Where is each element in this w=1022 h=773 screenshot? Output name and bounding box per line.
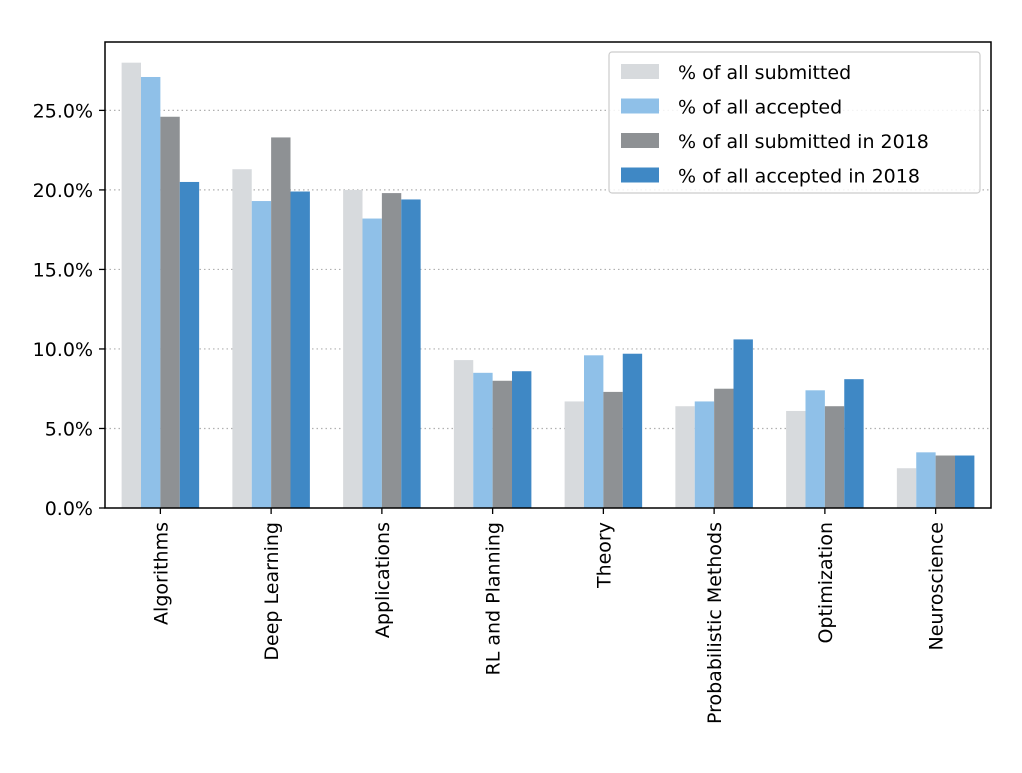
bar-1-algorithms (121, 62, 141, 508)
bar-4-optimization (844, 379, 864, 508)
bar-2-optimization (805, 390, 825, 508)
bars (121, 62, 975, 509)
bar-2-rl-and-planning (473, 372, 493, 508)
bar-2-algorithms (140, 76, 161, 509)
plot-frame (104, 41, 992, 509)
bar-3-rl-and-planning (492, 380, 513, 508)
bar-3-neuroscience (935, 455, 956, 508)
y-tick-label: 20.0% (33, 180, 93, 202)
legend-swatch (621, 167, 659, 183)
x-tick-label: RL and Planning (483, 522, 505, 675)
legend-swatch (621, 98, 659, 114)
legend-label: % of all accepted (678, 97, 842, 119)
bar-1-rl-and-planning (453, 360, 474, 508)
bar-2-probabilistic-methods (694, 401, 715, 508)
bar-4-applications (401, 199, 421, 508)
bar-1-theory (564, 401, 584, 508)
x-tick-label: Probabilistic Methods (704, 522, 726, 724)
legend: % of all submitted % of all accepted % of … (608, 51, 981, 194)
bar-1-optimization (786, 410, 806, 508)
legend-label: % of all submitted in 2018 (678, 131, 929, 153)
x-tick-label: Deep Learning (261, 522, 283, 661)
bar-1-neuroscience (896, 468, 917, 508)
bar-2-neuroscience (916, 452, 936, 508)
y-tick-label: 25.0% (33, 100, 93, 122)
legend-label: % of all submitted (678, 62, 851, 84)
y-axis: 0.0% 5.0% 10.0% 15.0% 20.0% 25.0% (33, 100, 105, 520)
bar-4-theory (622, 353, 643, 508)
x-tick-label: Neuroscience (926, 522, 948, 650)
bar-3-applications (381, 193, 402, 508)
bar-2-deep-learning (251, 201, 272, 508)
bar-3-theory (603, 391, 623, 508)
bar-1-probabilistic-methods (675, 406, 695, 508)
bar-3-optimization (824, 406, 845, 508)
legend-swatch (621, 64, 659, 79)
y-tick-label: 15.0% (33, 259, 93, 281)
bar-4-probabilistic-methods (733, 339, 753, 508)
legend-label: % of all accepted in 2018 (678, 166, 920, 188)
x-tick-label: Optimization (815, 522, 837, 644)
bar-4-rl-and-planning (512, 371, 532, 508)
x-axis: Algorithms Deep Learning Applications RL an… (150, 508, 948, 724)
bar-4-deep-learning (290, 191, 310, 508)
y-tick-label: 5.0% (45, 418, 93, 440)
bar-4-neuroscience (955, 455, 975, 508)
x-tick-label: Applications (372, 522, 394, 638)
y-tick-label: 10.0% (33, 339, 93, 361)
x-tick-label: Algorithms (150, 522, 172, 625)
legend-swatch (621, 133, 659, 148)
bar-2-theory (583, 355, 604, 508)
x-tick-label: Theory (593, 522, 615, 589)
bar-3-algorithms (160, 116, 180, 508)
bar-1-deep-learning (232, 169, 252, 509)
y-tick-label: 0.0% (45, 498, 93, 520)
bar-4-algorithms (179, 181, 200, 508)
bar-3-deep-learning (271, 137, 291, 508)
bar-1-applications (343, 189, 363, 509)
bar-2-applications (362, 218, 382, 508)
legend-box (608, 51, 981, 194)
bar-3-probabilistic-methods (714, 388, 734, 508)
